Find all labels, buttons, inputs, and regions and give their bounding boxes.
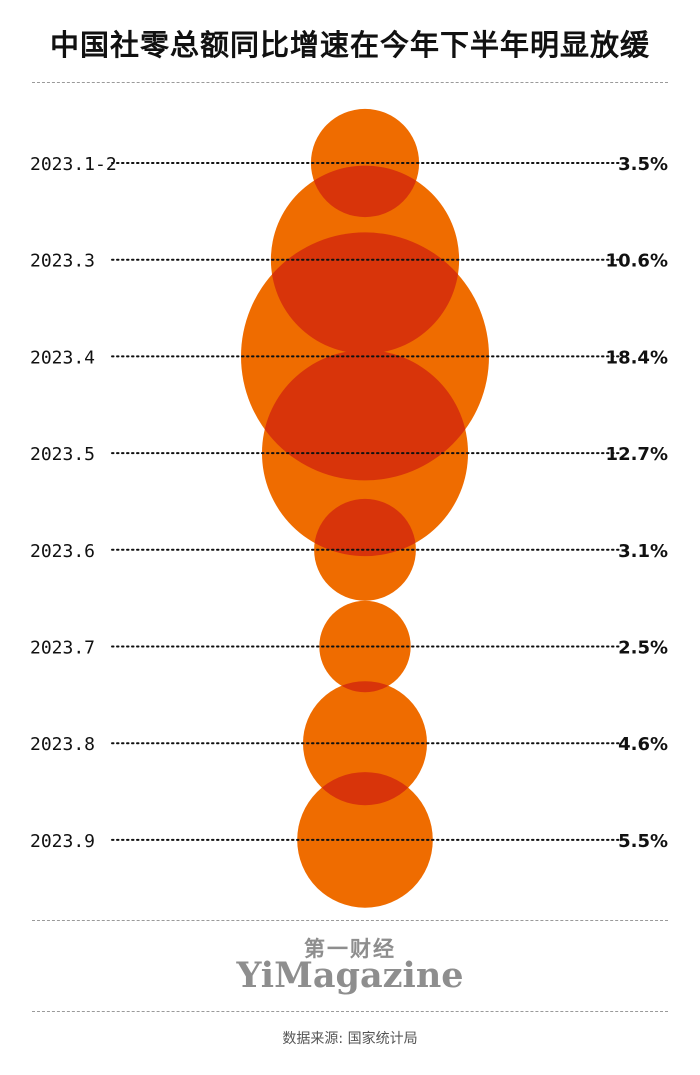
bottom-divider bbox=[32, 1011, 668, 1012]
top-divider bbox=[32, 82, 668, 83]
value-label: 3.5% bbox=[618, 154, 668, 175]
category-label: 2023.7 bbox=[30, 638, 95, 659]
row-layer: 2023.1-2 3.5% 2023.3 10.6% 2023.4 18.4% 2023.5… bbox=[30, 154, 668, 852]
brand-logo-en: YiMagazine bbox=[236, 955, 464, 996]
value-label: 5.5% bbox=[618, 831, 668, 852]
value-label: 3.1% bbox=[618, 541, 668, 562]
category-label: 2023.5 bbox=[30, 444, 95, 465]
category-label: 2023.4 bbox=[30, 347, 95, 368]
bubble-2023.8 bbox=[303, 681, 427, 806]
category-label: 2023.3 bbox=[30, 251, 95, 272]
value-label: 10.6% bbox=[606, 251, 668, 272]
value-label: 12.7% bbox=[606, 444, 668, 465]
data-source: 数据来源: 国家统计局 bbox=[282, 1031, 418, 1047]
middle-divider bbox=[32, 920, 668, 921]
overlap-layer bbox=[261, 165, 469, 806]
overlap-2023.3-2023.4 bbox=[270, 232, 460, 354]
overlap-2023.5-2023.6 bbox=[314, 498, 416, 557]
category-label: 2023.9 bbox=[30, 831, 95, 852]
bubble-2023.7 bbox=[319, 600, 411, 693]
value-label: 2.5% bbox=[618, 638, 668, 659]
brand-logo-cn: 第一财经 bbox=[304, 937, 396, 961]
category-label: 2023.6 bbox=[30, 541, 95, 562]
value-label: 4.6% bbox=[618, 734, 668, 755]
value-label: 18.4% bbox=[606, 347, 668, 368]
chart-title: 中国社零总额同比增速在今年下半年明显放缓 bbox=[49, 28, 650, 62]
bubble-2023.9 bbox=[297, 772, 433, 908]
overlap-2023.4-2023.5 bbox=[261, 350, 469, 481]
category-label: 2023.8 bbox=[30, 734, 95, 755]
category-label: 2023.1-2 bbox=[30, 154, 117, 175]
